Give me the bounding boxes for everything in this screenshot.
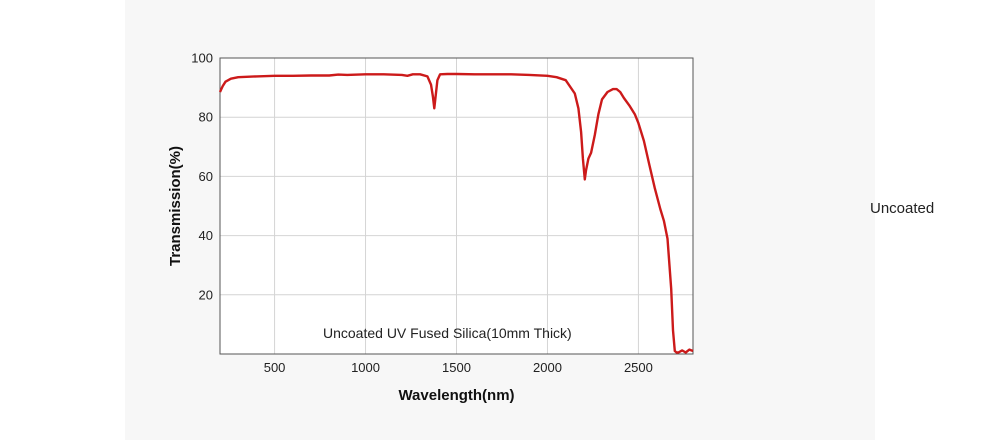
y-tick-label-100: 100 [191,51,213,66]
chart-panel: 500 1000 1500 2000 2500 20 40 60 80 100 Uncoated … [125,0,934,440]
x-tick-label-2500: 2500 [624,360,653,375]
axis-ticks: 500 1000 1500 2000 2500 20 40 60 80 100 [191,51,653,376]
y-tick-label-40: 40 [199,228,213,243]
y-axis-title: Transmission(%) [167,146,184,266]
y-tick-label-80: 80 [199,110,213,125]
y-tick-label-20: 20 [199,287,213,302]
x-tick-label-1500: 1500 [442,360,471,375]
x-tick-label-1000: 1000 [351,360,380,375]
x-axis-title: Wavelength(nm) [398,387,514,404]
y-tick-label-60: 60 [199,169,213,184]
coating-label: Uncoated [870,200,935,217]
series-line-transmission [218,72,694,354]
x-tick-label-2000: 2000 [533,360,562,375]
gridlines [220,58,693,354]
x-tick-label-500: 500 [264,360,286,375]
chart-annotation: Uncoated UV Fused Silica(10mm Thick) [323,325,572,341]
transmission-chart: 500 1000 1500 2000 2500 20 40 60 80 100 Uncoated … [167,51,694,404]
plot-frame [219,57,694,355]
